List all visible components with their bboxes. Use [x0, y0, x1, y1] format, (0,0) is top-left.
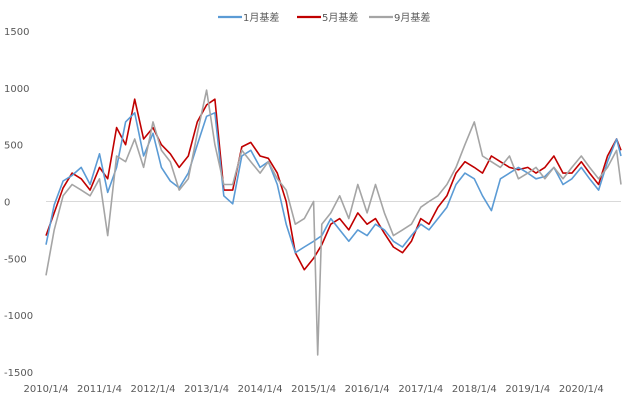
x-tick-label: 2017/1/4 [398, 384, 443, 395]
legend-label: 9月基差 [394, 11, 430, 24]
series-group [45, 89, 622, 356]
x-tick-label: 2013/1/4 [184, 384, 229, 395]
chart-legend: 1月基差 5月基差 9月基差 [218, 11, 430, 24]
x-axis-ticks: 2010/1/4 2011/1/4 2012/1/4 2013/1/4 2014/1/4… [24, 384, 604, 395]
y-tick-label: 1000 [4, 84, 29, 95]
y-tick-label: 0 [4, 198, 10, 209]
y-tick-label: 1500 [4, 27, 29, 38]
x-tick-label: 2014/1/4 [238, 384, 283, 395]
legend-item: 9月基差 [369, 11, 430, 24]
x-tick-label: 2018/1/4 [452, 384, 497, 395]
legend-label: 1月基差 [243, 11, 279, 24]
series-line-2 [45, 98, 622, 271]
x-tick-label: 2010/1/4 [24, 384, 69, 395]
y-tick-label: -1500 [4, 368, 33, 379]
x-tick-label: 2011/1/4 [77, 384, 122, 395]
x-tick-label: 2020/1/4 [559, 384, 604, 395]
series-line-3 [45, 89, 622, 356]
x-tick-label: 2016/1/4 [345, 384, 390, 395]
y-axis-ticks: 1500 1000 500 0 -500 -1000 -1500 [4, 27, 33, 379]
y-tick-label: -1000 [4, 311, 33, 322]
x-tick-label: 2015/1/4 [291, 384, 336, 395]
x-tick-label: 2012/1/4 [131, 384, 176, 395]
x-tick-label: 2019/1/4 [505, 384, 550, 395]
legend-item: 1月基差 [218, 11, 279, 24]
series-line-1 [45, 112, 622, 254]
y-tick-label: 500 [4, 141, 23, 152]
y-tick-label: -500 [4, 254, 27, 265]
legend-label: 5月基差 [322, 11, 358, 24]
legend-item: 5月基差 [297, 11, 358, 24]
